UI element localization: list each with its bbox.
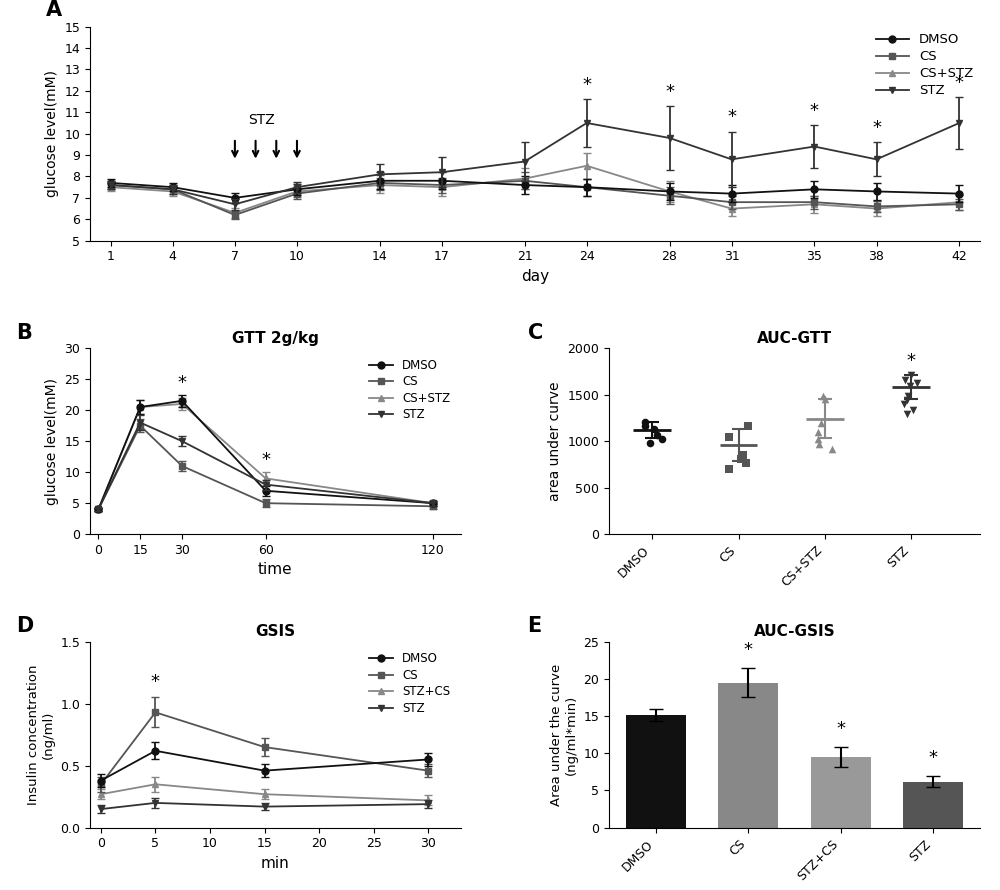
- Point: [903, 368, 919, 382]
- Text: *: *: [727, 109, 736, 126]
- Title: GSIS: GSIS: [255, 624, 295, 639]
- Bar: [903, 781, 963, 828]
- Point: [735, 448, 751, 462]
- Point: [897, 373, 913, 387]
- Point: [637, 415, 653, 429]
- Text: *: *: [151, 673, 160, 692]
- Text: *: *: [810, 101, 819, 120]
- Text: *: *: [261, 451, 270, 469]
- Point: [642, 436, 658, 450]
- Title: AUC-GTT: AUC-GTT: [757, 330, 832, 345]
- Point: [811, 437, 827, 451]
- Text: D: D: [16, 617, 33, 636]
- Point: [740, 419, 756, 433]
- Text: *: *: [872, 119, 881, 137]
- Point: [896, 397, 912, 411]
- X-axis label: min: min: [261, 856, 290, 871]
- Point: [649, 427, 665, 441]
- Point: [637, 419, 653, 433]
- Text: *: *: [665, 83, 674, 101]
- Point: [902, 379, 918, 393]
- Text: *: *: [178, 374, 187, 392]
- Point: [813, 416, 829, 430]
- Text: *: *: [836, 720, 845, 739]
- Legend: DMSO, CS, CS+STZ, STZ: DMSO, CS, CS+STZ, STZ: [364, 354, 455, 426]
- Text: C: C: [528, 323, 543, 343]
- Text: B: B: [16, 323, 32, 343]
- Point: [900, 388, 916, 402]
- Y-axis label: glucose level(mM): glucose level(mM): [45, 70, 59, 198]
- Y-axis label: area under curve: area under curve: [548, 382, 562, 501]
- Point: [810, 433, 826, 447]
- Text: E: E: [528, 617, 542, 636]
- Point: [721, 429, 737, 443]
- Point: [654, 433, 670, 447]
- Text: *: *: [582, 77, 591, 94]
- Title: GTT 2g/kg: GTT 2g/kg: [232, 330, 319, 345]
- Point: [733, 452, 749, 466]
- X-axis label: day: day: [521, 269, 549, 284]
- Point: [824, 441, 840, 456]
- X-axis label: time: time: [258, 562, 293, 578]
- Point: [721, 462, 737, 476]
- Text: *: *: [955, 74, 964, 92]
- Text: *: *: [744, 641, 753, 659]
- Point: [905, 402, 921, 417]
- Point: [899, 393, 915, 408]
- Point: [815, 390, 831, 404]
- Title: AUC-GSIS: AUC-GSIS: [754, 624, 835, 639]
- Legend: DMSO, CS, STZ+CS, STZ: DMSO, CS, STZ+CS, STZ: [364, 648, 455, 720]
- Point: [810, 425, 826, 439]
- Y-axis label: Insulin concentration
(ng/ml): Insulin concentration (ng/ml): [27, 665, 55, 805]
- Bar: [626, 715, 686, 828]
- Point: [899, 407, 915, 421]
- Text: STZ: STZ: [248, 113, 275, 127]
- Text: *: *: [929, 749, 938, 767]
- Text: A: A: [46, 0, 62, 20]
- Point: [909, 376, 925, 390]
- Legend: DMSO, CS, CS+STZ, STZ: DMSO, CS, CS+STZ, STZ: [876, 33, 973, 97]
- Point: [646, 422, 662, 436]
- Point: [817, 392, 833, 407]
- Y-axis label: glucose level(mM): glucose level(mM): [45, 377, 59, 505]
- Bar: [718, 683, 778, 828]
- Point: [738, 457, 754, 471]
- Y-axis label: Area under the curve
(ng/ml*min): Area under the curve (ng/ml*min): [550, 664, 578, 805]
- Text: *: *: [907, 352, 916, 370]
- Bar: [811, 757, 871, 828]
